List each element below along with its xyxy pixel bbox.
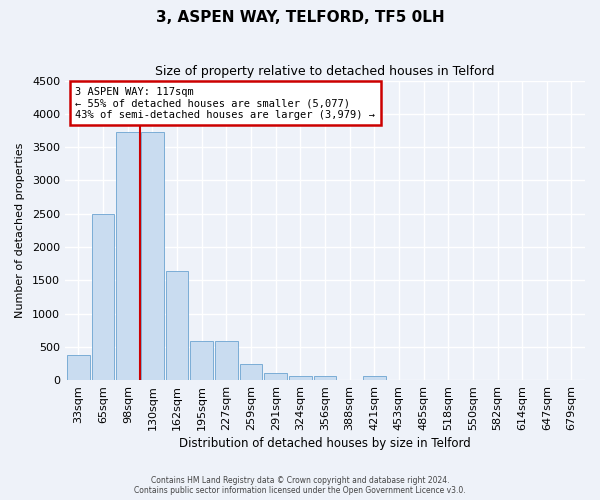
Bar [314,376,337,380]
Bar [92,214,115,380]
Bar [265,372,287,380]
Bar [116,132,139,380]
Bar [215,341,238,380]
Text: Contains HM Land Registry data © Crown copyright and database right 2024.
Contai: Contains HM Land Registry data © Crown c… [134,476,466,495]
Bar [67,355,90,380]
Bar [239,364,262,380]
Text: 3 ASPEN WAY: 117sqm
← 55% of detached houses are smaller (5,077)
43% of semi-det: 3 ASPEN WAY: 117sqm ← 55% of detached ho… [76,86,376,120]
Bar [289,376,311,380]
Bar [141,132,164,380]
Text: 3, ASPEN WAY, TELFORD, TF5 0LH: 3, ASPEN WAY, TELFORD, TF5 0LH [155,10,445,25]
Y-axis label: Number of detached properties: Number of detached properties [15,142,25,318]
Title: Size of property relative to detached houses in Telford: Size of property relative to detached ho… [155,65,495,78]
Bar [190,341,213,380]
Bar [166,271,188,380]
Bar [363,376,386,380]
X-axis label: Distribution of detached houses by size in Telford: Distribution of detached houses by size … [179,437,471,450]
